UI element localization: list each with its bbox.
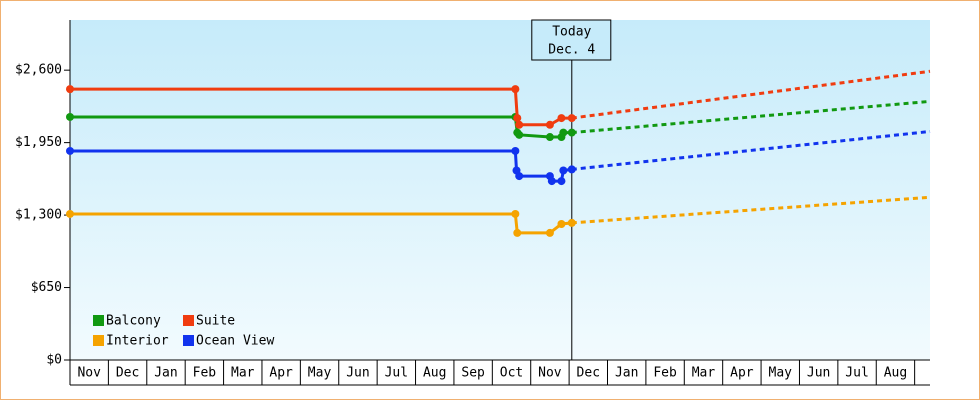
point [545, 120, 554, 129]
legend-label: Balcony [106, 314, 161, 329]
point [559, 128, 568, 137]
x-tick-label: Feb [193, 366, 217, 381]
x-tick-label: Sep [461, 366, 485, 381]
point [66, 209, 74, 218]
today-label: Today [552, 25, 591, 40]
forecast-line [571, 195, 931, 225]
point [545, 228, 554, 237]
today-box [531, 19, 612, 61]
today-date: Dec. 4 [548, 43, 595, 58]
point [567, 165, 576, 174]
forecast-line [571, 69, 931, 120]
point [66, 112, 74, 121]
legend-label: Interior [106, 334, 169, 349]
x-tick-label: Jun [807, 366, 830, 381]
point [511, 85, 520, 94]
point [66, 146, 74, 155]
x-tick-label: Mar [692, 366, 716, 381]
x-tick-label: Feb [653, 366, 677, 381]
point [66, 85, 74, 94]
point [511, 209, 520, 218]
legend-label: Suite [196, 314, 235, 329]
y-tick-label: $0 [46, 353, 62, 368]
point [557, 177, 566, 186]
legend-swatch [183, 315, 194, 326]
point [547, 177, 556, 186]
x-tick-label: Jan [154, 366, 177, 381]
x-tick-label: Dec [116, 366, 139, 381]
x-tick-label: Jan [615, 366, 638, 381]
point [511, 146, 520, 155]
point [515, 172, 524, 181]
point [545, 133, 554, 142]
forecast-line [571, 129, 931, 171]
point [567, 114, 576, 123]
x-tick-label: Oct [500, 366, 523, 381]
point [559, 166, 568, 175]
x-tick-label: Jul [385, 366, 408, 381]
point [557, 220, 566, 228]
point [567, 128, 576, 137]
y-tick-label: $1,950 [15, 135, 62, 150]
point [567, 218, 576, 227]
x-tick-label: Nov [538, 366, 562, 381]
x-tick-label: Dec [577, 366, 600, 381]
x-tick-label: Aug [884, 366, 907, 381]
point [515, 130, 524, 139]
forecast-line [571, 99, 931, 135]
x-tick-label: Jun [346, 366, 369, 381]
point [513, 114, 522, 123]
x-tick-label: Nov [77, 366, 101, 381]
x-tick-label: Mar [231, 366, 255, 381]
legend-swatch [183, 335, 194, 346]
x-tick-label: Apr [730, 366, 754, 381]
point [557, 114, 566, 123]
x-tick-label: May [308, 366, 332, 381]
x-tick-label: Apr [269, 366, 293, 381]
point [513, 228, 522, 237]
x-tick-label: May [769, 366, 793, 381]
y-tick-label: $1,300 [15, 208, 62, 223]
legend-label: Ocean View [196, 334, 274, 349]
y-tick-label: $2,600 [15, 63, 62, 78]
plot-area [70, 20, 930, 360]
legend-swatch [93, 335, 104, 346]
y-tick-label: $650 [31, 280, 62, 295]
x-tick-label: Jul [845, 366, 868, 381]
legend-swatch [93, 315, 104, 326]
point [515, 120, 524, 129]
x-tick-label: Aug [423, 366, 446, 381]
